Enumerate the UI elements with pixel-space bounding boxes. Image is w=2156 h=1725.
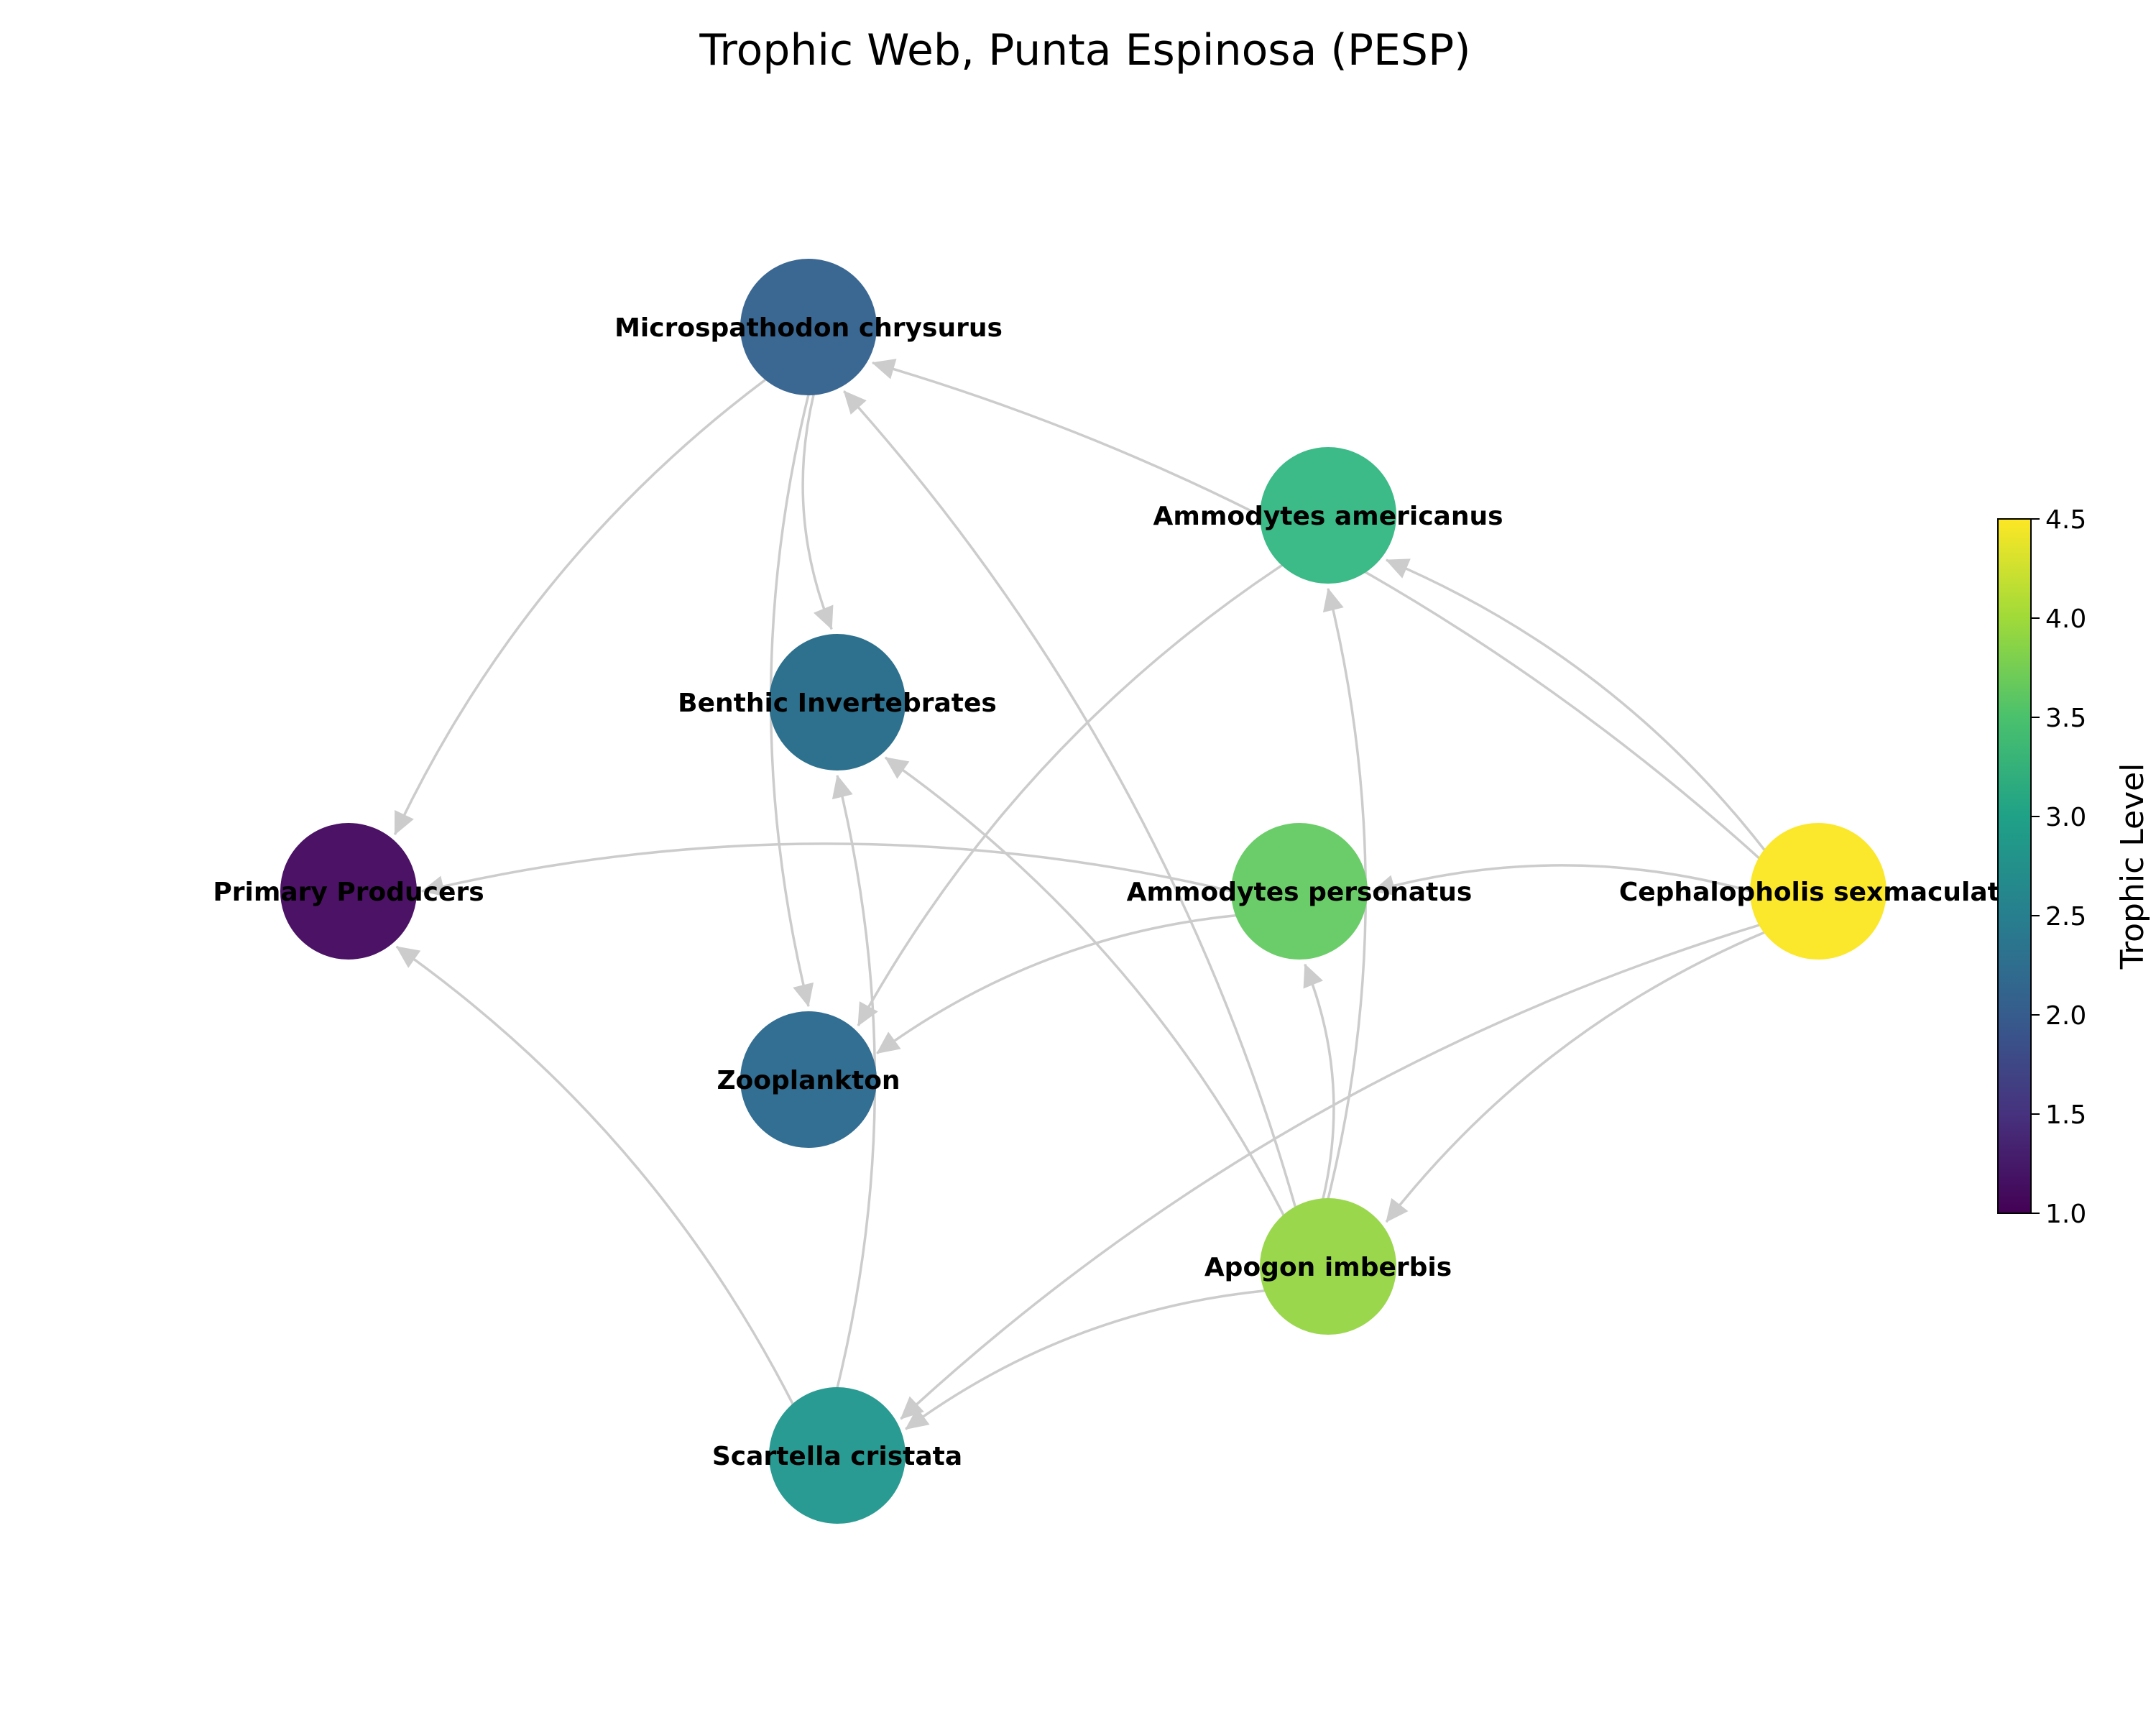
arrowhead-ammodytes_pe-to-zooplankton xyxy=(876,1031,901,1054)
edge-microspathodon-to-primary xyxy=(393,378,767,835)
arrowhead-scartella-to-benthic xyxy=(831,774,853,800)
edge-ammodytes_am-to-zooplankton xyxy=(857,564,1284,1026)
edge-apogon-to-microspathodon xyxy=(843,390,1297,1208)
figure-title: Trophic Web, Punta Espinosa (PESP) xyxy=(699,25,1470,75)
node-ammodytes_pe xyxy=(1231,823,1368,960)
labels-layer: Microspathodon chrysurus Ammodytes americ… xyxy=(213,313,2017,1471)
node-primary xyxy=(280,823,417,960)
colorbar-tick-label: 3.0 xyxy=(2045,803,2086,832)
node-zooplankton xyxy=(740,1011,877,1148)
arrowhead-microspathodon-to-zooplankton xyxy=(793,982,814,1008)
edge-apogon-to-scartella xyxy=(905,1289,1266,1430)
edge-scartella-to-primary xyxy=(395,945,795,1405)
node-ammodytes_am xyxy=(1260,447,1396,584)
colorbar-tick-label: 4.5 xyxy=(2045,505,2086,535)
colorbar-label: Trophic Level xyxy=(2114,763,2151,970)
arrowhead-microspathodon-to-primary xyxy=(394,810,414,836)
edge-ammodytes_pe-to-zooplankton xyxy=(876,914,1237,1054)
node-label-primary: Primary Producers xyxy=(213,878,484,907)
arrowhead-apogon-to-ammodytes_pe xyxy=(1303,963,1323,989)
edge-ammodytes_pe-to-primary xyxy=(421,842,1233,893)
node-cephalopholis xyxy=(1750,823,1886,960)
arrowhead-ammodytes_am-to-zooplankton xyxy=(857,1001,878,1027)
edge-cephalopholis-to-ammodytes_pe xyxy=(1372,864,1751,893)
edge-cephalopholis-to-microspathodon xyxy=(872,362,1761,860)
node-label-apogon: Apogon imberbis xyxy=(1204,1253,1452,1282)
node-label-ammodytes_am: Ammodytes americanus xyxy=(1153,502,1503,531)
node-scartella xyxy=(769,1387,906,1524)
node-benthic xyxy=(769,634,906,770)
edge-cephalopholis-to-scartella xyxy=(900,924,1761,1420)
colorbar-tick-label: 2.5 xyxy=(2045,902,2086,932)
arrowhead-microspathodon-to-benthic xyxy=(814,604,834,630)
colorbar-ticks: 1.0 1.5 2.0 2.5 3.0 3.5 4.0 4.5 xyxy=(2031,505,2086,1229)
node-label-benthic: Benthic Invertebrates xyxy=(678,689,997,718)
arrowhead-apogon-to-microspathodon xyxy=(843,390,867,415)
node-label-zooplankton: Zooplankton xyxy=(717,1066,900,1095)
colorbar-tick-label: 2.0 xyxy=(2045,1001,2086,1031)
node-label-microspathodon: Microspathodon chrysurus xyxy=(614,313,1003,343)
arrowhead-apogon-to-scartella xyxy=(905,1407,930,1430)
nodes-layer xyxy=(280,259,1886,1524)
edge-cephalopholis-to-apogon xyxy=(1385,931,1766,1223)
arrowhead-apogon-to-ammodytes_am xyxy=(1322,587,1344,613)
edge-cephalopholis-to-ammodytes_am xyxy=(1386,558,1766,851)
arrowhead-cephalopholis-to-apogon xyxy=(1386,1197,1409,1223)
arrowhead-cephalopholis-to-microspathodon xyxy=(871,359,897,380)
edge-apogon-to-ammodytes_pe xyxy=(1304,964,1335,1200)
node-label-ammodytes_pe: Ammodytes personatus xyxy=(1127,878,1473,907)
arrowhead-cephalopholis-to-ammodytes_am xyxy=(1385,558,1411,579)
arrowhead-apogon-to-benthic xyxy=(884,757,910,779)
edge-microspathodon-to-benthic xyxy=(801,394,833,630)
colorbar-tick-label: 3.5 xyxy=(2045,704,2086,733)
node-apogon xyxy=(1260,1198,1396,1335)
colorbar: 1.0 1.5 2.0 2.5 3.0 3.5 4.0 4.5 Trophic Level xyxy=(1997,505,2151,1229)
node-label-scartella: Scartella cristata xyxy=(712,1442,962,1471)
node-microspathodon xyxy=(740,259,877,395)
colorbar-gradient xyxy=(1997,518,2032,1214)
edge-apogon-to-benthic xyxy=(884,756,1285,1216)
arrowhead-scartella-to-primary xyxy=(395,946,421,968)
arrowhead-cephalopholis-to-ammodytes_pe xyxy=(1371,875,1397,896)
colorbar-tick-label: 4.0 xyxy=(2045,604,2086,634)
node-label-cephalopholis: Cephalopholis sexmaculata xyxy=(1619,878,2017,907)
arrowhead-ammodytes_pe-to-primary xyxy=(420,875,446,897)
colorbar-tick-label: 1.0 xyxy=(2045,1200,2086,1229)
edges-layer xyxy=(393,359,1766,1430)
colorbar-tick-label: 1.5 xyxy=(2045,1100,2086,1130)
